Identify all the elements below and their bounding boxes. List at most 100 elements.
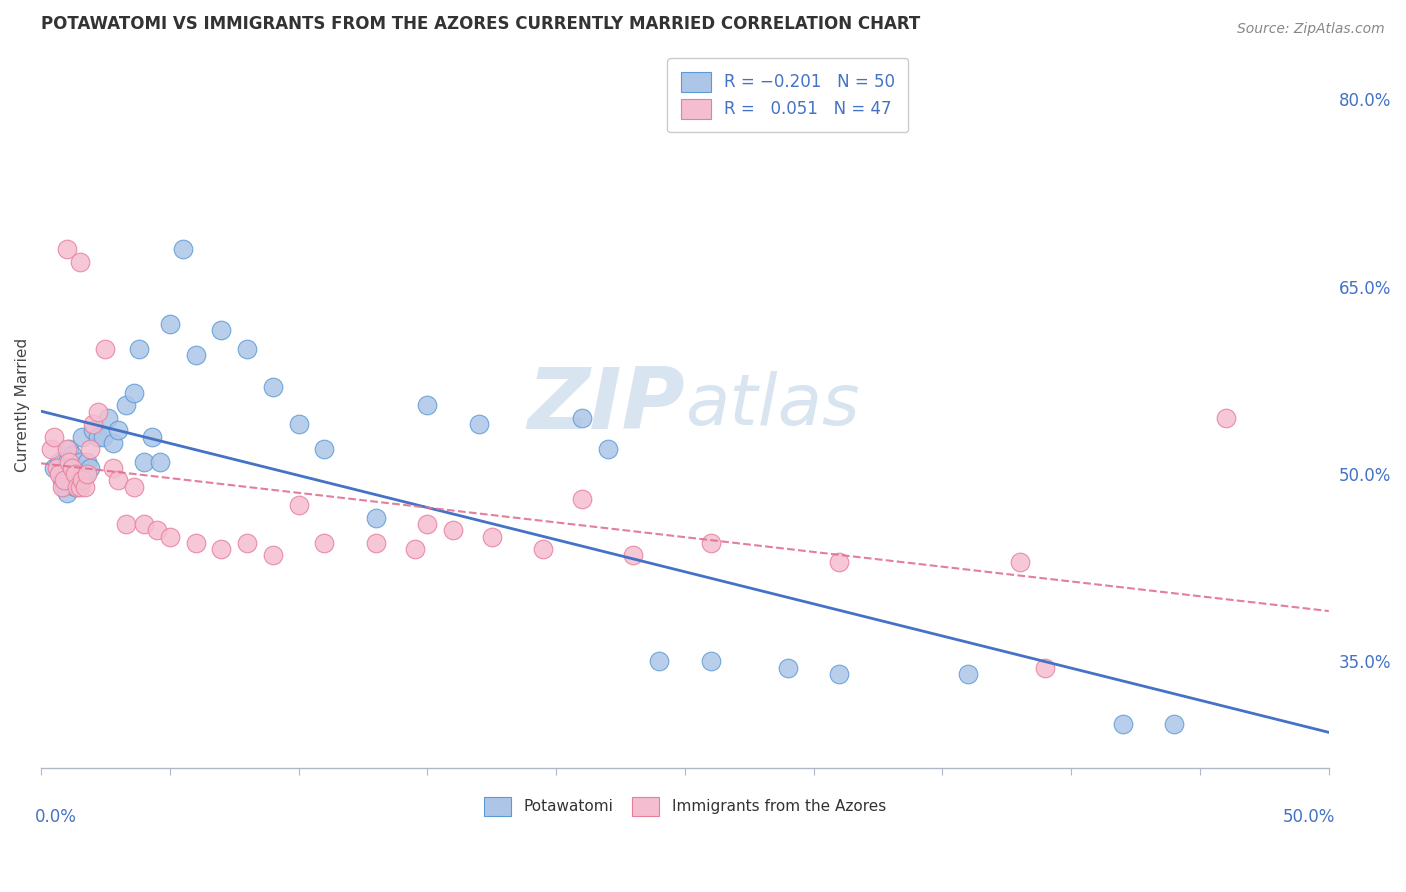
- Point: [66, 479, 89, 493]
- Point: [103, 460, 125, 475]
- Point: [79, 460, 101, 475]
- Point: [364, 535, 387, 549]
- Point: [69, 479, 91, 493]
- Point: [72, 429, 94, 443]
- Point: [184, 348, 207, 362]
- Point: [416, 516, 439, 531]
- Point: [79, 442, 101, 456]
- Point: [69, 454, 91, 468]
- Point: [115, 398, 138, 412]
- Point: [1008, 554, 1031, 568]
- Point: [76, 454, 98, 468]
- Point: [48, 467, 70, 481]
- Point: [648, 655, 671, 669]
- Point: [60, 460, 83, 475]
- Legend: Potawatomi, Immigrants from the Azores: Potawatomi, Immigrants from the Azores: [478, 791, 891, 822]
- Point: [87, 404, 110, 418]
- Point: [596, 442, 619, 456]
- Point: [107, 473, 129, 487]
- Text: POTAWATOMI VS IMMIGRANTS FROM THE AZORES CURRENTLY MARRIED CORRELATION CHART: POTAWATOMI VS IMMIGRANTS FROM THE AZORES…: [41, 15, 921, 33]
- Point: [58, 442, 80, 456]
- Point: [66, 460, 89, 475]
- Point: [58, 454, 80, 468]
- Point: [56, 442, 79, 456]
- Point: [287, 417, 309, 431]
- Point: [87, 429, 110, 443]
- Point: [48, 454, 70, 468]
- Point: [404, 541, 426, 556]
- Point: [56, 467, 79, 481]
- Point: [184, 535, 207, 549]
- Point: [45, 460, 67, 475]
- Point: [115, 516, 138, 531]
- Point: [42, 460, 65, 475]
- Point: [148, 454, 170, 468]
- Point: [468, 417, 491, 431]
- Point: [236, 342, 259, 356]
- Point: [828, 667, 851, 681]
- Point: [1112, 717, 1135, 731]
- Y-axis label: Currently Married: Currently Married: [15, 338, 30, 473]
- Point: [262, 548, 284, 562]
- Point: [63, 460, 86, 475]
- Point: [72, 473, 94, 487]
- Point: [441, 523, 464, 537]
- Text: atlas: atlas: [685, 371, 859, 440]
- Text: Source: ZipAtlas.com: Source: ZipAtlas.com: [1237, 22, 1385, 37]
- Point: [122, 479, 145, 493]
- Point: [42, 429, 65, 443]
- Point: [60, 448, 83, 462]
- Point: [159, 317, 181, 331]
- Point: [1035, 661, 1057, 675]
- Point: [128, 342, 150, 356]
- Point: [141, 429, 163, 443]
- Point: [56, 485, 79, 500]
- Point: [134, 454, 156, 468]
- Point: [94, 342, 117, 356]
- Point: [63, 467, 86, 481]
- Text: 0.0%: 0.0%: [35, 807, 76, 826]
- Point: [53, 479, 76, 493]
- Point: [82, 417, 104, 431]
- Point: [828, 554, 851, 568]
- Point: [531, 541, 554, 556]
- Point: [623, 548, 645, 562]
- Point: [73, 467, 96, 481]
- Point: [262, 379, 284, 393]
- Point: [41, 442, 63, 456]
- Point: [134, 516, 156, 531]
- Point: [53, 473, 76, 487]
- Point: [481, 529, 503, 543]
- Point: [107, 423, 129, 437]
- Point: [51, 473, 73, 487]
- Point: [776, 661, 799, 675]
- Point: [287, 498, 309, 512]
- Point: [699, 655, 721, 669]
- Point: [699, 535, 721, 549]
- Point: [957, 667, 980, 681]
- Point: [236, 535, 259, 549]
- Point: [314, 535, 336, 549]
- Point: [63, 479, 86, 493]
- Point: [159, 529, 181, 543]
- Point: [1163, 717, 1185, 731]
- Point: [56, 454, 79, 468]
- Point: [1215, 410, 1237, 425]
- Point: [416, 398, 439, 412]
- Text: ZIP: ZIP: [527, 364, 685, 447]
- Point: [73, 479, 96, 493]
- Point: [69, 473, 91, 487]
- Point: [56, 242, 79, 256]
- Point: [172, 242, 194, 256]
- Point: [69, 254, 91, 268]
- Point: [209, 541, 232, 556]
- Point: [364, 510, 387, 524]
- Point: [91, 429, 114, 443]
- Point: [76, 467, 98, 481]
- Point: [571, 410, 593, 425]
- Point: [146, 523, 169, 537]
- Point: [103, 435, 125, 450]
- Point: [122, 385, 145, 400]
- Point: [209, 323, 232, 337]
- Point: [97, 410, 120, 425]
